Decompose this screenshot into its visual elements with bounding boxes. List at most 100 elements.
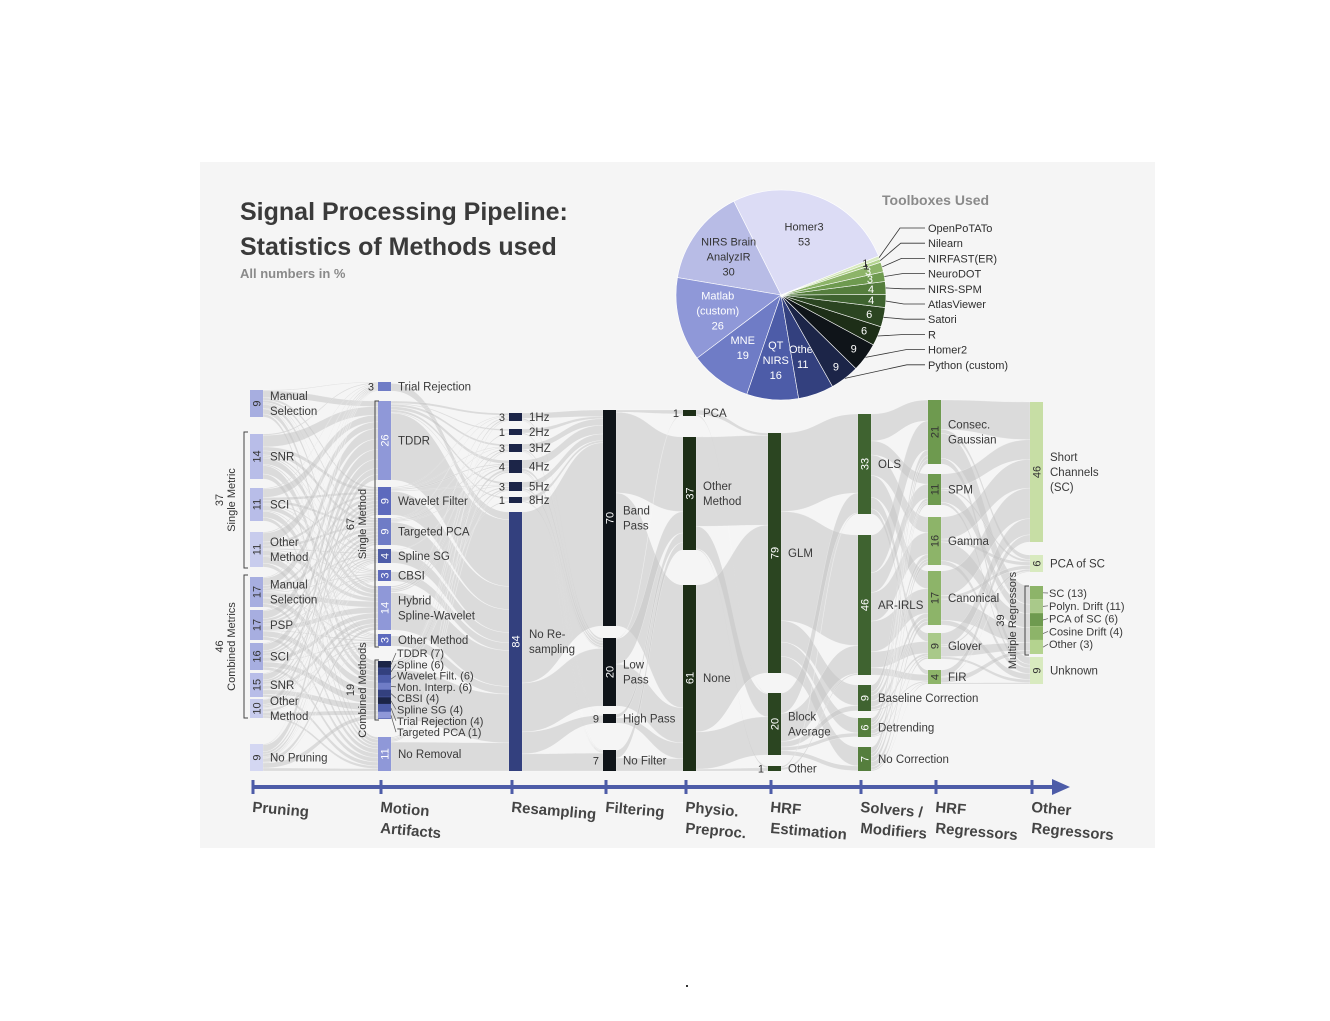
node-m_hybrid[interactable] [378, 586, 391, 630]
node-ph_pca[interactable] [683, 410, 696, 416]
node-m_tddr[interactable] [378, 401, 391, 480]
node-p_manual[interactable] [250, 390, 263, 417]
node-p_csci[interactable] [250, 643, 263, 670]
node-label-o_sc-2: (SC) [1050, 482, 1074, 494]
node-m_other[interactable] [378, 634, 391, 646]
node-f_band[interactable] [603, 410, 616, 626]
pie-value-nirfast-er: 3 [865, 266, 871, 278]
stack-band-m_comb-6[interactable] [378, 704, 391, 712]
node-s_ar[interactable] [858, 535, 871, 675]
node-o_sc[interactable] [1030, 402, 1043, 542]
stack-band-o_multi-2[interactable] [1030, 613, 1043, 627]
node-ph_other[interactable] [683, 437, 696, 550]
value-label-o_sc: 46 [1032, 466, 1044, 478]
value-label-r_5: 3 [499, 482, 505, 494]
node-h_block[interactable] [768, 693, 781, 755]
node-o_pca[interactable] [1030, 555, 1043, 572]
node-m_ssg[interactable] [378, 549, 391, 563]
stack-band-o_multi-4[interactable] [1030, 640, 1043, 654]
stack-label-m_comb-5: Spline SG (4) [397, 705, 463, 717]
node-r_none[interactable] [509, 512, 522, 771]
stack-band-m_comb-4[interactable] [378, 690, 391, 697]
node-m_wav[interactable] [378, 487, 391, 515]
node-p_psp[interactable] [250, 610, 263, 640]
node-label-g_glover-0: Glover [948, 641, 982, 653]
value-label-p_psp: 17 [252, 619, 264, 631]
node-r_8[interactable] [509, 497, 522, 503]
node-p_none[interactable] [250, 744, 263, 771]
node-g_glover[interactable] [928, 633, 941, 659]
node-m_none[interactable] [378, 737, 391, 771]
node-ph_none[interactable] [683, 585, 696, 771]
group-value-single-method: 67 [345, 518, 357, 530]
node-s_none[interactable] [858, 747, 871, 771]
node-g_fir[interactable] [928, 670, 941, 684]
pie-leader-satori [883, 316, 925, 320]
value-label-r_none: 84 [511, 635, 523, 647]
node-label-p_manual-0: Manual [270, 391, 308, 403]
node-m_tpca[interactable] [378, 518, 391, 545]
stack-band-m_comb-2[interactable] [378, 675, 391, 683]
node-p_cmanual[interactable] [250, 577, 263, 607]
pie-slice-nirs-brain-analyzir[interactable] [677, 200, 782, 296]
pie-leader-neurodot [884, 273, 925, 277]
node-r_5[interactable] [509, 482, 522, 491]
node-g_spm[interactable] [928, 474, 941, 505]
node-label-g_spm-0: SPM [948, 485, 973, 497]
node-p_sci[interactable] [250, 488, 263, 521]
node-f_high[interactable] [603, 714, 616, 723]
node-s_base[interactable] [858, 685, 871, 711]
stack-band-m_comb-0[interactable] [378, 661, 391, 668]
node-g_consec[interactable] [928, 400, 941, 464]
node-h_glm[interactable] [768, 433, 781, 673]
pie-legend-atlasviewer: AtlasViewer [928, 299, 986, 311]
pie-label-homer3-1: 53 [798, 237, 810, 249]
value-label-p_manual: 9 [252, 400, 264, 406]
node-r_3[interactable] [509, 444, 522, 452]
node-h_other[interactable] [768, 766, 781, 771]
pie-slice-homer3[interactable] [733, 189, 879, 296]
value-label-ph_pca: 1 [673, 408, 679, 420]
stack-band-o_multi-3[interactable] [1030, 626, 1043, 640]
node-label-p_cmanual-1: Selection [270, 595, 317, 607]
pie-leader-openpotato [878, 227, 925, 258]
stack-band-m_comb-7[interactable] [378, 711, 391, 719]
node-o_unknown[interactable] [1030, 657, 1043, 684]
node-p_snr[interactable] [250, 434, 263, 479]
value-label-h_other: 1 [758, 764, 764, 776]
node-p_cother[interactable] [250, 699, 263, 718]
node-g_canon[interactable] [928, 571, 941, 625]
node-r_4[interactable] [509, 460, 522, 473]
node-f_none[interactable] [603, 750, 616, 771]
pie-slice-matlab-custom[interactable] [675, 277, 782, 359]
stack-band-m_comb-3[interactable] [378, 682, 391, 690]
stack-band-m_comb-1[interactable] [378, 668, 391, 675]
node-g_gamma[interactable] [928, 517, 941, 565]
node-m_trial[interactable] [378, 382, 391, 391]
node-label-h_block-0: Block [788, 712, 816, 724]
value-label-m_wav: 9 [380, 498, 392, 504]
stack-band-o_multi-0[interactable] [1030, 586, 1043, 599]
node-label-m_hybrid-0: Hybrid [398, 596, 431, 608]
node-m_cbsi[interactable] [378, 570, 391, 581]
stack-label-o_multi-1: Polyn. Drift (11) [1049, 601, 1125, 613]
node-p_csnr[interactable] [250, 673, 263, 697]
stack-label-m_comb-4: CBSI (4) [397, 693, 439, 705]
node-f_low[interactable] [603, 638, 616, 706]
node-label-h_block-1: Average [788, 727, 831, 739]
stack-band-m_comb-5[interactable] [378, 697, 391, 704]
node-r_1[interactable] [509, 413, 522, 421]
node-s_ols[interactable] [858, 414, 871, 514]
node-r_2[interactable] [509, 429, 522, 435]
node-p_other[interactable] [250, 532, 263, 567]
node-label-p_manual-1: Selection [270, 406, 317, 418]
stack-leader-o_multi-1 [1042, 605, 1049, 607]
stack-band-o_multi-1[interactable] [1030, 599, 1043, 613]
node-label-f_none-0: No Filter [623, 756, 667, 768]
node-label-s_base-0: Baseline Correction [878, 693, 978, 705]
node-s_detr[interactable] [858, 718, 871, 737]
pie-label-matlab-custom-0: Matlab [701, 290, 734, 302]
value-label-r_2: 1 [499, 427, 505, 439]
